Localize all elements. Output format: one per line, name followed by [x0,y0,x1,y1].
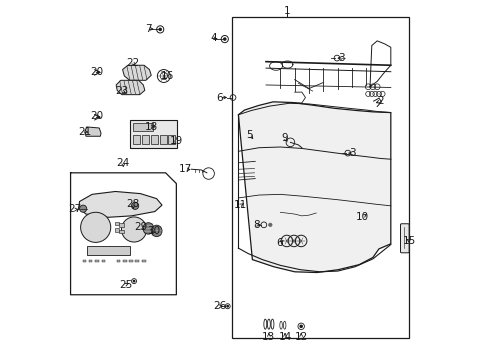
Text: 13: 13 [262,332,275,342]
Circle shape [223,38,225,40]
Text: 29: 29 [134,222,147,232]
Circle shape [121,217,146,242]
Polygon shape [130,120,177,148]
Bar [129,260,133,262]
Text: 20: 20 [90,111,103,121]
Bar [119,224,123,227]
Text: 3: 3 [337,53,344,63]
Text: 16: 16 [161,71,174,81]
Bar [119,230,123,233]
Bar [142,260,145,262]
Circle shape [300,325,302,327]
Polygon shape [238,102,390,273]
Bar [102,260,105,262]
Text: 26: 26 [212,301,225,311]
Text: 17: 17 [178,164,192,174]
Ellipse shape [142,223,153,234]
Circle shape [159,28,161,31]
Bar [117,260,120,262]
Polygon shape [85,127,101,136]
Text: 14: 14 [278,332,291,342]
Circle shape [226,306,228,307]
Circle shape [268,223,271,226]
Circle shape [81,212,110,242]
Text: 24: 24 [117,158,130,168]
Text: 4: 4 [210,33,217,43]
Ellipse shape [151,225,162,237]
Text: 6: 6 [216,93,222,103]
Bar [142,135,148,144]
Bar [160,135,166,144]
Text: 8: 8 [253,220,260,230]
Text: 10: 10 [356,212,368,221]
Polygon shape [122,65,151,80]
Bar [82,260,86,262]
Text: 25: 25 [119,280,132,290]
FancyBboxPatch shape [400,224,408,253]
Text: 19: 19 [169,136,183,146]
Polygon shape [79,192,162,217]
Bar [123,260,126,262]
Bar [133,135,140,144]
Bar [231,17,408,338]
Text: 22: 22 [126,58,140,68]
Text: 30: 30 [147,226,161,236]
Text: 18: 18 [144,122,158,132]
Bar [115,222,119,225]
Text: 6: 6 [276,238,283,248]
Text: 12: 12 [294,332,307,342]
Bar [115,228,119,231]
Circle shape [131,202,139,210]
Text: 27: 27 [68,204,81,215]
Text: 2: 2 [377,96,383,106]
Text: 3: 3 [348,148,355,158]
Circle shape [80,205,86,212]
Text: 11: 11 [234,200,247,210]
Bar [168,135,175,144]
Bar [87,246,130,255]
Bar [95,260,99,262]
Text: 23: 23 [115,86,128,96]
Bar [135,260,139,262]
Text: 1: 1 [283,6,289,16]
Text: 5: 5 [246,130,253,140]
Text: 7: 7 [145,24,151,34]
Polygon shape [116,80,144,95]
Bar [132,123,153,131]
Text: 9: 9 [281,133,287,143]
Circle shape [133,280,135,282]
Bar [89,260,92,262]
Text: 28: 28 [126,199,140,210]
Text: 20: 20 [90,67,103,77]
Text: 21: 21 [78,127,91,136]
Bar [151,135,158,144]
Text: 15: 15 [402,236,415,246]
